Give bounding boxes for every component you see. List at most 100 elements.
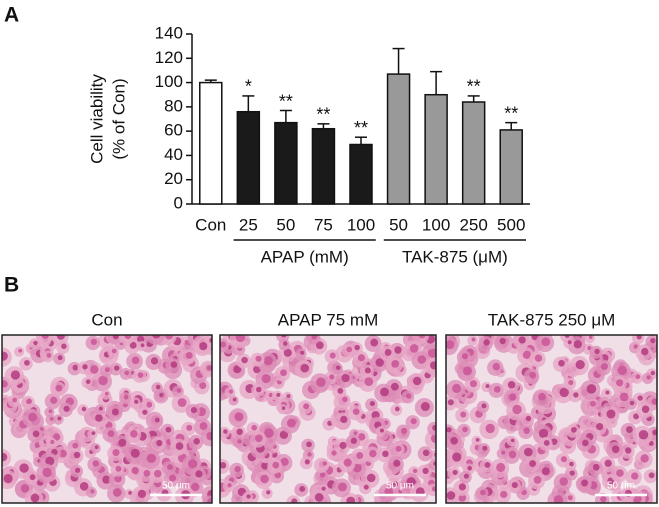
y-tick-label: 60: [164, 121, 183, 140]
nucleus: [341, 373, 350, 383]
nucleus: [316, 377, 326, 387]
nucleus: [115, 465, 122, 472]
significance: **: [279, 91, 293, 111]
x-tick-label: Con: [195, 215, 226, 234]
significance: **: [504, 103, 518, 123]
nucleus: [625, 426, 633, 434]
nucleus: [391, 360, 400, 368]
nucleus: [124, 370, 130, 376]
nucleus: [251, 424, 257, 431]
nucleus: [357, 354, 365, 362]
nucleus: [57, 416, 62, 421]
nucleus: [72, 442, 79, 449]
nucleus: [363, 484, 369, 490]
nucleus: [29, 474, 36, 481]
nucleus: [340, 415, 348, 424]
nucleus: [380, 387, 389, 397]
nucleus: [45, 456, 55, 466]
nucleus: [616, 379, 624, 387]
nucleus: [220, 341, 227, 348]
nucleus: [264, 428, 274, 438]
nucleus: [329, 374, 335, 380]
x-tick-label: 250: [459, 215, 487, 234]
nucleus: [417, 355, 426, 364]
image-frame: [1, 334, 213, 504]
y-tick-label: 40: [164, 145, 183, 164]
nucleus: [346, 496, 355, 503]
nucleus: [206, 365, 212, 371]
nucleus: [56, 335, 65, 340]
nucleus: [650, 370, 656, 376]
group-label: APAP (mM): [261, 247, 349, 266]
nucleus: [422, 467, 429, 475]
nucleus: [24, 359, 30, 366]
nucleus: [485, 423, 495, 434]
nucleus: [533, 475, 542, 484]
x-tick-label: 50: [389, 215, 408, 234]
nucleus: [50, 396, 58, 404]
nucleus: [207, 498, 212, 503]
nucleus: [220, 462, 227, 469]
nucleus: [638, 429, 649, 440]
nucleus: [104, 367, 110, 373]
nucleus: [159, 393, 164, 397]
nucleus: [346, 346, 353, 353]
scale-bar-label: 50 μm: [607, 481, 635, 492]
nucleus: [493, 386, 501, 393]
nucleus: [529, 460, 537, 467]
nucleus: [280, 369, 287, 377]
nucleus: [616, 469, 624, 477]
nucleus: [81, 406, 87, 412]
cell: [35, 335, 53, 345]
nucleus: [398, 489, 403, 494]
nucleus: [637, 395, 643, 401]
nucleus: [633, 413, 640, 420]
nucleus: [128, 491, 132, 495]
y-axis-label: (% of Con): [109, 78, 128, 159]
nucleus: [227, 483, 232, 488]
nucleus: [452, 452, 462, 462]
nucleus: [28, 412, 38, 422]
nucleus: [331, 450, 337, 456]
nucleus: [2, 351, 8, 361]
nucleus: [462, 366, 472, 376]
nucleus: [592, 463, 600, 471]
bar: [274, 121, 298, 205]
nucleus: [46, 353, 52, 358]
nucleus: [114, 365, 120, 371]
nucleus: [393, 459, 401, 467]
nucleus: [467, 465, 473, 471]
image-title: APAP 75 mM: [278, 310, 378, 329]
nucleus: [541, 337, 551, 347]
nucleus: [432, 424, 436, 431]
nucleus: [131, 356, 140, 365]
nucleus: [401, 427, 408, 434]
nucleus: [619, 392, 629, 402]
nucleus: [2, 380, 8, 388]
nucleus: [170, 361, 178, 368]
nucleus: [150, 357, 159, 365]
nucleus: [175, 442, 184, 451]
nucleus: [155, 384, 161, 390]
nucleus: [446, 427, 452, 433]
nucleus: [236, 428, 243, 435]
nucleus: [199, 342, 208, 351]
nucleus: [129, 341, 137, 349]
nucleus: [431, 486, 436, 492]
image-title: TAK-875 250 μM: [488, 310, 616, 329]
nucleus: [112, 449, 120, 457]
nucleus: [49, 416, 54, 421]
nucleus: [315, 341, 324, 350]
nucleus: [156, 439, 163, 447]
nucleus: [357, 433, 366, 441]
nucleus: [199, 422, 208, 430]
nucleus: [261, 373, 271, 384]
nucleus: [379, 428, 384, 433]
nucleus: [300, 350, 305, 355]
nucleus: [484, 462, 491, 468]
nucleus: [283, 341, 288, 346]
nucleus: [123, 394, 129, 400]
nucleus: [59, 449, 67, 458]
nucleus: [151, 335, 161, 339]
nucleus: [625, 447, 632, 454]
